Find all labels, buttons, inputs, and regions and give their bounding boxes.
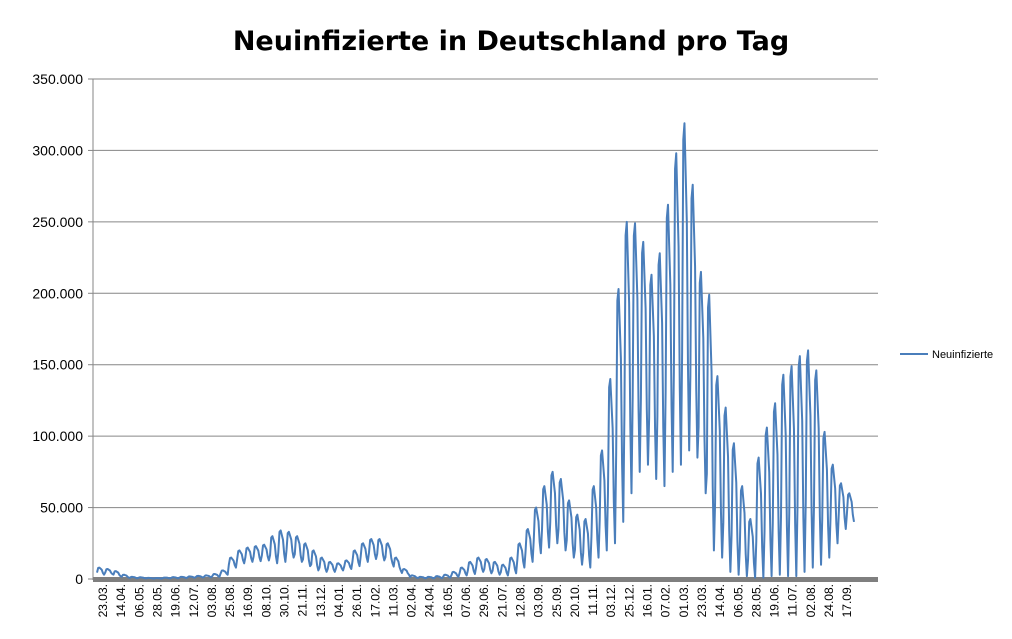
x-tick-label: 19.06.	[768, 584, 782, 617]
x-tick-label: 25.12.	[622, 584, 636, 617]
x-tick-label: 06.05.	[132, 584, 146, 617]
x-tick-label: 29.06.	[477, 584, 491, 617]
y-tick-label: 100.000	[32, 428, 83, 444]
x-tick-label: 16.01.	[641, 584, 655, 617]
x-tick-label: 25.08.	[223, 584, 237, 617]
x-tick-label: 03.12.	[604, 584, 618, 617]
x-tick-label: 04.01.	[332, 584, 346, 617]
legend[interactable]: Neuinfizierte	[900, 349, 993, 361]
x-tick-label: 30.10.	[278, 584, 292, 617]
x-tick-label: 11.07.	[786, 584, 800, 616]
chart-title: Neuinfizierte in Deutschland pro Tag	[233, 26, 789, 57]
x-tick-label: 17.09.	[840, 584, 854, 617]
series-layer	[96, 122, 855, 580]
y-tick-label: 350.000	[32, 71, 83, 87]
x-tick-label: 03.09.	[532, 584, 546, 617]
x-tick-label: 24.08.	[822, 584, 836, 617]
x-tick-label: 02.08.	[804, 584, 818, 617]
axes	[92, 79, 878, 582]
x-tick-label: 19.06.	[169, 584, 183, 617]
x-axis-tick-labels: 23.03. 14.04. 06.05. 28.05. 19.06. 12.07. 03.0…	[96, 584, 854, 617]
x-tick-label: 16.05.	[441, 584, 455, 617]
x-tick-label: 12.07.	[187, 584, 201, 617]
x-tick-label: 01.03.	[677, 584, 691, 617]
x-tick-label: 11.03.	[386, 584, 400, 616]
x-tick-label: 06.05.	[731, 584, 745, 617]
x-tick-label: 03.08.	[205, 584, 219, 617]
x-tick-label: 21.11.	[296, 584, 310, 616]
y-tick-label: 300.000	[32, 142, 83, 158]
x-tick-label: 07.06.	[459, 584, 473, 617]
x-tick-label: 28.05.	[150, 584, 164, 617]
y-tick-label: 250.000	[32, 214, 83, 230]
legend-label-neuinfizierte: Neuinfizierte	[932, 349, 993, 361]
gridlines	[88, 78, 878, 580]
x-tick-label: 21.07.	[495, 584, 509, 617]
y-axis-tick-labels: 0 50.000 100.000 150.000 200.000 250.000 300.0…	[32, 71, 83, 587]
x-tick-label: 12.08.	[513, 584, 527, 617]
series-line-neuinfizierte	[96, 122, 855, 580]
x-tick-label: 08.10.	[259, 584, 273, 617]
x-tick-label: 16.09.	[241, 584, 255, 617]
x-tick-label: 28.05.	[749, 584, 763, 617]
x-tick-label: 23.03.	[695, 584, 709, 617]
x-tick-label: 17.02.	[368, 584, 382, 617]
x-axis-baseline	[93, 577, 878, 582]
y-tick-label: 200.000	[32, 285, 83, 301]
y-tick-label: 0	[75, 571, 83, 587]
x-tick-label: 14.04.	[114, 584, 128, 617]
x-tick-label: 02.04.	[405, 584, 419, 617]
x-tick-label: 26.01.	[350, 584, 364, 617]
x-tick-label: 14.04.	[713, 584, 727, 617]
y-tick-label: 150.000	[32, 357, 83, 373]
x-tick-label: 11.11.	[586, 584, 600, 616]
x-tick-label: 07.02.	[659, 584, 673, 617]
x-tick-label: 23.03.	[96, 584, 110, 617]
x-tick-label: 20.10.	[568, 584, 582, 617]
x-tick-label: 13.12.	[314, 584, 328, 617]
x-tick-label: 24.04.	[423, 584, 437, 617]
x-tick-label: 25.09.	[550, 584, 564, 617]
y-tick-label: 50.000	[40, 500, 83, 516]
